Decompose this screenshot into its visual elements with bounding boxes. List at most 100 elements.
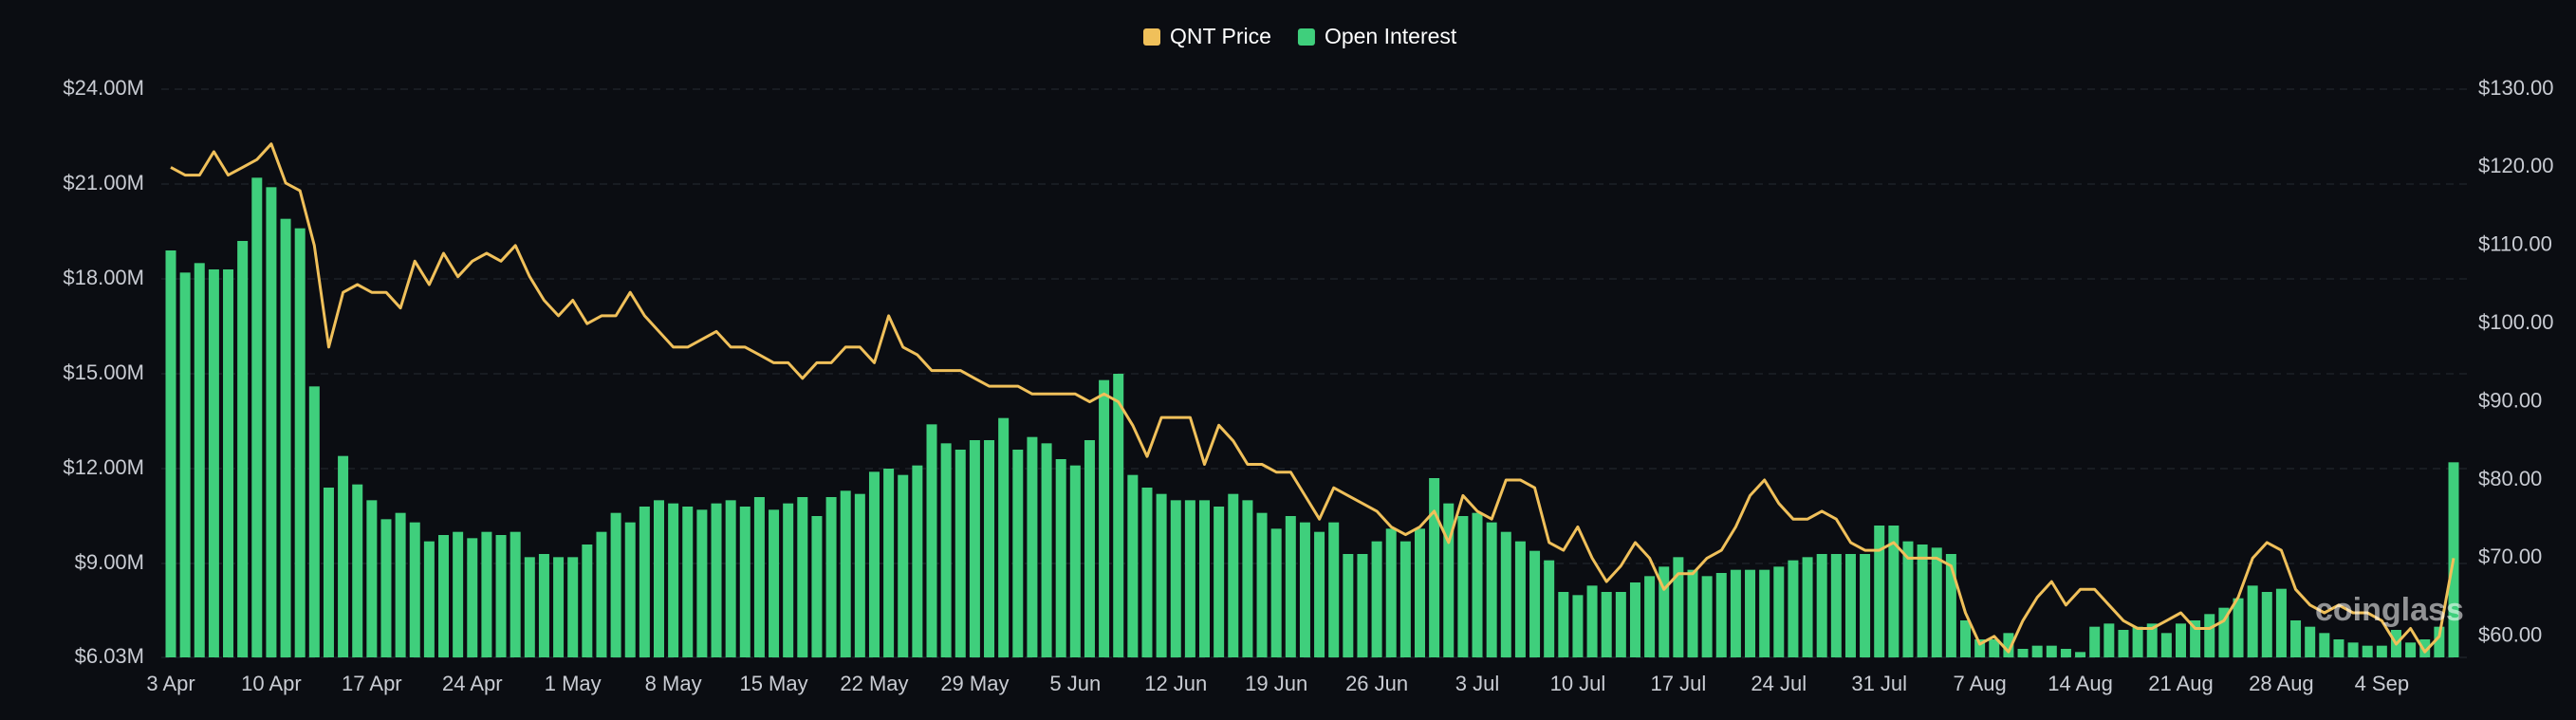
bar [1170, 500, 1181, 657]
y-tick-label: $12.00M [63, 455, 144, 479]
bar [2290, 620, 2302, 657]
bar [1472, 512, 1483, 657]
bar [1285, 516, 1296, 657]
bar [868, 471, 880, 657]
bar [1830, 554, 1842, 657]
bar [1357, 554, 1368, 657]
bar [1529, 550, 1541, 657]
legend-swatch [1297, 28, 1315, 46]
x-tick-label: 14 Aug [2048, 672, 2113, 695]
bar [1715, 573, 1727, 657]
bar [1989, 639, 2000, 657]
bar [237, 241, 249, 657]
bar [2347, 642, 2359, 657]
bar [1544, 560, 1555, 657]
x-tick-label: 12 Jun [1144, 672, 1207, 695]
bar [2376, 645, 2387, 657]
y-tick-label: $15.00M [63, 360, 144, 384]
bar [1242, 500, 1253, 657]
bar [2103, 623, 2115, 657]
bar [1601, 592, 1612, 657]
bar [1256, 512, 1268, 657]
bar [753, 497, 765, 657]
bar [1228, 493, 1239, 657]
x-tick-label: 10 Jul [1550, 672, 1606, 695]
bar [2175, 623, 2186, 657]
bar [898, 474, 909, 657]
bar [567, 557, 579, 657]
x-tick-label: 31 Jul [1851, 672, 1907, 695]
bar [2075, 652, 2086, 657]
legend-swatch [1143, 28, 1160, 46]
bar [2089, 626, 2101, 657]
x-tick-label: 24 Jul [1751, 672, 1807, 695]
bar [1027, 436, 1038, 657]
bar [2204, 614, 2215, 657]
bar [1328, 522, 1340, 657]
bar [2362, 645, 2373, 657]
bar [1572, 595, 1584, 657]
x-tick-label: 8 May [645, 672, 702, 695]
bar [954, 450, 966, 657]
bar [481, 531, 492, 657]
bar [582, 545, 593, 657]
bar [2160, 633, 2172, 657]
bar [1759, 569, 1770, 657]
bar [2003, 633, 2014, 657]
bar [423, 541, 435, 657]
bar [2031, 645, 2043, 657]
bar [323, 488, 334, 657]
x-tick-label: 17 Jul [1651, 672, 1707, 695]
bar [352, 484, 363, 657]
y-tick-label: $21.00M [63, 171, 144, 194]
bar [194, 263, 205, 657]
legend-label: Open Interest [1325, 24, 1457, 48]
bar [280, 218, 291, 657]
price-line [170, 142, 2456, 654]
bar [912, 465, 923, 657]
bar [1443, 503, 1455, 657]
bar [696, 509, 708, 657]
bar [2434, 626, 2445, 657]
bar [1314, 531, 1325, 657]
y-tick-label: $24.00M [63, 76, 144, 100]
bar [711, 503, 722, 657]
bar [2275, 588, 2287, 657]
bar [453, 531, 464, 657]
x-tick-label: 7 Aug [1954, 672, 2007, 695]
bar [1457, 516, 1469, 657]
bar [1788, 560, 1799, 657]
bar [1888, 526, 1900, 657]
bar [883, 469, 895, 657]
bar [783, 503, 794, 657]
bar [969, 440, 980, 657]
bar [1558, 592, 1569, 657]
bar [165, 250, 176, 657]
bar [1745, 569, 1756, 657]
bar [639, 507, 650, 657]
bar [739, 507, 751, 657]
bar [653, 500, 664, 657]
bar [208, 269, 219, 657]
bar [1931, 547, 1942, 657]
bar [524, 557, 535, 657]
bar [1960, 620, 1972, 657]
bar [2333, 639, 2344, 657]
bar [825, 497, 837, 657]
y2-tick-label: $110.00 [2478, 232, 2552, 256]
x-tick-label: 26 Jun [1345, 672, 1408, 695]
bar [1270, 528, 1282, 657]
bar [1099, 379, 1110, 657]
bar [1945, 554, 1956, 657]
bar [1012, 450, 1024, 657]
bar [1687, 569, 1698, 657]
bar [2405, 642, 2417, 657]
y2-tick-label: $90.00 [2478, 388, 2542, 412]
y2-tick-label: $80.00 [2478, 467, 2542, 490]
x-tick-label: 22 May [840, 672, 908, 695]
bar [940, 443, 952, 657]
x-tick-label: 29 May [940, 672, 1009, 695]
x-tick-label: 3 Apr [146, 672, 195, 695]
bar [854, 493, 865, 657]
